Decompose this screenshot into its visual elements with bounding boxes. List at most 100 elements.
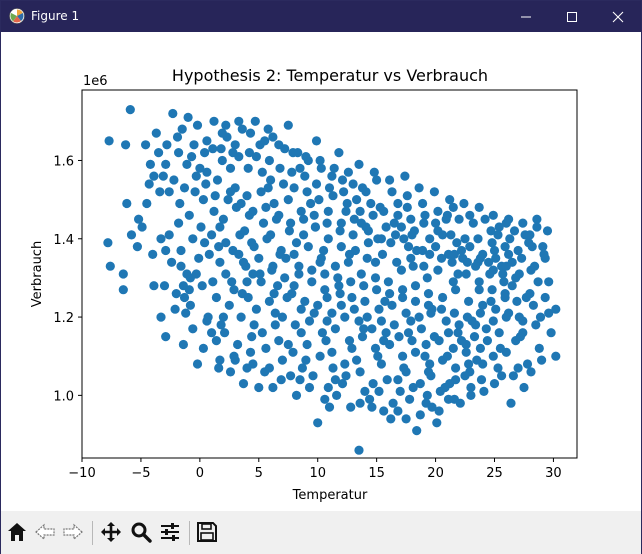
data-point: [195, 163, 205, 173]
data-point: [461, 347, 471, 357]
data-point: [192, 120, 203, 130]
data-point: [488, 351, 498, 361]
data-point: [215, 222, 225, 232]
data-point: [489, 379, 500, 389]
data-point: [322, 316, 332, 326]
data-point: [468, 218, 478, 228]
data-point: [362, 312, 372, 322]
data-point: [505, 234, 515, 244]
forward-arrow-icon: [63, 523, 83, 541]
data-point: [448, 202, 458, 212]
data-point: [504, 214, 514, 224]
maximize-button[interactable]: [549, 1, 595, 32]
data-point: [268, 382, 278, 393]
back-button[interactable]: [34, 521, 56, 543]
data-point: [176, 245, 186, 256]
data-point: [365, 394, 375, 404]
data-point: [433, 265, 443, 275]
data-point: [474, 285, 484, 295]
data-point: [534, 343, 544, 353]
data-point: [260, 136, 270, 146]
data-point: [126, 230, 137, 240]
data-point: [513, 245, 523, 256]
data-point: [491, 304, 501, 314]
data-point: [453, 328, 463, 338]
data-point: [460, 371, 470, 381]
data-point: [346, 277, 356, 287]
data-point: [407, 336, 417, 346]
chart-title: Hypothesis 2: Temperatur vs Verbrauch: [172, 66, 488, 85]
data-point: [167, 257, 177, 267]
data-point: [489, 245, 500, 256]
minimize-button[interactable]: [503, 1, 549, 32]
data-point: [197, 281, 207, 291]
data-point: [352, 195, 362, 205]
data-point: [427, 402, 437, 412]
data-point: [509, 226, 520, 236]
data-point: [414, 312, 424, 322]
data-point: [532, 214, 542, 224]
zoom-button[interactable]: [130, 521, 152, 543]
data-point: [161, 159, 171, 169]
data-point: [454, 214, 464, 224]
data-point: [339, 187, 349, 197]
save-button[interactable]: [196, 521, 218, 543]
data-point: [537, 355, 547, 365]
data-point: [399, 234, 409, 244]
data-point: [320, 285, 330, 295]
data-point: [356, 218, 366, 228]
data-point: [141, 140, 151, 150]
data-point: [386, 238, 396, 248]
data-point: [303, 242, 313, 252]
data-point: [322, 218, 332, 228]
matplotlib-icon: [9, 8, 25, 24]
data-point: [315, 155, 325, 166]
data-point: [498, 269, 508, 279]
forward-button[interactable]: [62, 521, 84, 543]
data-point: [524, 238, 534, 248]
data-point: [223, 195, 233, 205]
data-point: [214, 242, 224, 252]
data-point: [443, 328, 454, 338]
data-point: [382, 375, 392, 385]
data-point: [438, 292, 448, 303]
data-point: [182, 159, 192, 169]
data-point: [335, 226, 345, 236]
data-point: [497, 371, 507, 381]
data-point: [494, 328, 504, 338]
data-point: [208, 144, 218, 154]
window-title: Figure 1: [31, 9, 80, 23]
data-point: [301, 355, 311, 365]
pan-button[interactable]: [100, 521, 122, 543]
close-icon: [612, 11, 624, 22]
data-point: [354, 316, 364, 326]
x-tick-label: 15: [368, 466, 385, 481]
data-point: [264, 155, 274, 166]
data-point: [242, 363, 252, 373]
data-point: [151, 128, 161, 138]
data-point: [158, 171, 168, 181]
data-point: [294, 269, 304, 279]
data-point: [410, 296, 421, 306]
data-point: [431, 218, 441, 228]
configure-subplots-button[interactable]: [159, 521, 181, 543]
x-tick-label: −5: [131, 466, 150, 481]
data-point: [415, 410, 425, 420]
figure-canvas[interactable]: Hypothesis 2: Temperatur vs Verbrauch 1e…: [1, 32, 641, 511]
data-point: [149, 171, 159, 181]
data-point: [515, 332, 526, 342]
close-button[interactable]: [595, 1, 641, 32]
title-bar[interactable]: Figure 1: [1, 1, 641, 32]
data-point: [414, 183, 424, 193]
data-point: [137, 222, 147, 232]
data-point: [184, 210, 194, 220]
data-point: [171, 289, 181, 299]
data-point: [145, 159, 155, 169]
data-point: [320, 394, 330, 404]
home-button[interactable]: [6, 521, 28, 543]
data-point: [242, 191, 252, 201]
data-point: [329, 163, 339, 173]
y-tick-label: 1.6: [53, 154, 74, 169]
data-point: [459, 198, 469, 209]
data-point: [522, 359, 533, 369]
